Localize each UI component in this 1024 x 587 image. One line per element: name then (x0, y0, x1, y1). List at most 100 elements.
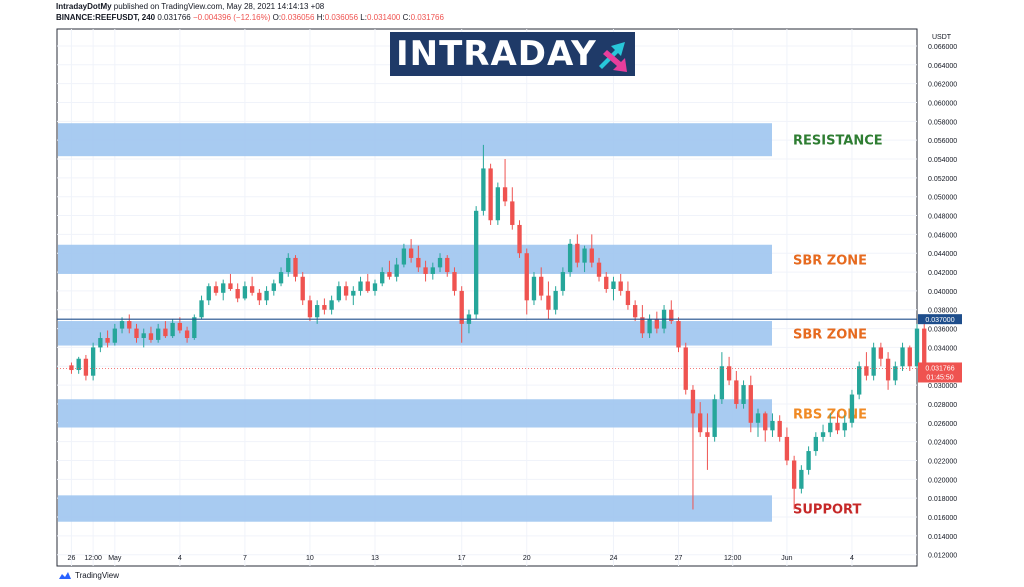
candle[interactable] (575, 234, 580, 268)
candle[interactable] (871, 342, 876, 381)
candle[interactable] (553, 286, 558, 315)
candle[interactable] (495, 182, 501, 225)
candle[interactable] (329, 295, 334, 315)
plot-area[interactable] (56, 28, 918, 567)
candle[interactable] (517, 220, 522, 258)
candle[interactable] (763, 411, 768, 442)
candle[interactable] (719, 352, 725, 404)
candle[interactable] (705, 413, 710, 470)
candle[interactable] (502, 159, 508, 207)
candle[interactable] (611, 276, 616, 301)
candle[interactable] (596, 257, 602, 282)
candle[interactable] (315, 300, 320, 324)
candle[interactable] (560, 267, 566, 296)
candle[interactable] (791, 455, 797, 510)
candles[interactable] (69, 144, 927, 510)
candle[interactable] (322, 298, 327, 315)
candle[interactable] (690, 385, 696, 510)
candle[interactable] (473, 206, 479, 320)
candle[interactable] (842, 415, 847, 437)
candle[interactable] (235, 283, 240, 303)
candle[interactable] (864, 352, 869, 381)
candle[interactable] (510, 187, 515, 230)
candle[interactable] (459, 286, 464, 343)
candle[interactable] (734, 370, 739, 409)
candle[interactable] (423, 260, 428, 282)
candle[interactable] (242, 281, 248, 301)
candle[interactable] (98, 332, 103, 353)
candle[interactable] (748, 375, 753, 433)
candle[interactable] (900, 342, 905, 371)
candle[interactable] (416, 245, 421, 273)
candle[interactable] (69, 362, 74, 374)
candle[interactable] (567, 239, 573, 277)
candle[interactable] (336, 281, 342, 303)
candle[interactable] (300, 272, 305, 306)
candle[interactable] (813, 432, 818, 456)
candle[interactable] (112, 323, 117, 346)
candle[interactable] (683, 342, 688, 395)
candle[interactable] (698, 402, 703, 437)
candle[interactable] (539, 267, 544, 301)
candle[interactable] (408, 239, 414, 263)
candle[interactable] (712, 394, 717, 442)
candle[interactable] (141, 328, 146, 348)
candle[interactable] (192, 314, 197, 340)
candle[interactable] (278, 267, 284, 287)
candle[interactable] (726, 356, 732, 386)
candle[interactable] (799, 465, 804, 494)
tradingview-logo-icon[interactable] (58, 571, 72, 580)
candle[interactable] (156, 323, 161, 343)
symbol[interactable]: BINANCE:REEFUSDT, 240 (56, 13, 156, 22)
candle[interactable] (806, 446, 811, 475)
candle[interactable] (524, 248, 529, 315)
candle[interactable] (640, 305, 645, 339)
candle[interactable] (170, 319, 175, 339)
candle[interactable] (582, 245, 587, 273)
candle[interactable] (437, 253, 443, 273)
candle[interactable] (589, 234, 594, 268)
candle[interactable] (90, 342, 96, 381)
candle[interactable] (885, 352, 891, 390)
candle[interactable] (199, 295, 204, 320)
candle[interactable] (83, 354, 89, 381)
candle[interactable] (177, 317, 183, 334)
candle[interactable] (105, 330, 110, 348)
publisher[interactable]: IntradayDotMy (56, 2, 112, 11)
candle[interactable] (228, 273, 233, 291)
candle[interactable] (632, 300, 638, 322)
candle[interactable] (618, 273, 623, 296)
candle[interactable] (343, 281, 349, 301)
candle[interactable] (148, 326, 154, 343)
candle[interactable] (134, 323, 139, 343)
candle[interactable] (531, 272, 537, 306)
candle[interactable] (206, 283, 211, 306)
candle[interactable] (213, 281, 219, 296)
candle[interactable] (849, 389, 855, 428)
candle[interactable] (221, 279, 226, 301)
candle[interactable] (119, 317, 125, 334)
candle[interactable] (770, 413, 775, 437)
candle[interactable] (669, 300, 674, 324)
candle[interactable] (401, 243, 407, 268)
candle[interactable] (452, 267, 457, 296)
candle[interactable] (741, 380, 746, 409)
candle[interactable] (307, 295, 313, 322)
candle[interactable] (857, 361, 862, 400)
candle[interactable] (907, 345, 912, 371)
candle[interactable] (625, 281, 631, 310)
candle[interactable] (777, 415, 782, 442)
candle[interactable] (835, 413, 840, 435)
candle[interactable] (445, 255, 450, 277)
candle[interactable] (293, 255, 298, 282)
candle[interactable] (286, 253, 291, 277)
candle[interactable] (430, 262, 435, 280)
candle[interactable] (358, 276, 363, 296)
candle[interactable] (755, 408, 761, 437)
candle[interactable] (828, 413, 833, 437)
candle[interactable] (481, 144, 486, 216)
candle[interactable] (546, 281, 551, 320)
candle[interactable] (76, 356, 81, 374)
candle[interactable] (604, 272, 609, 293)
